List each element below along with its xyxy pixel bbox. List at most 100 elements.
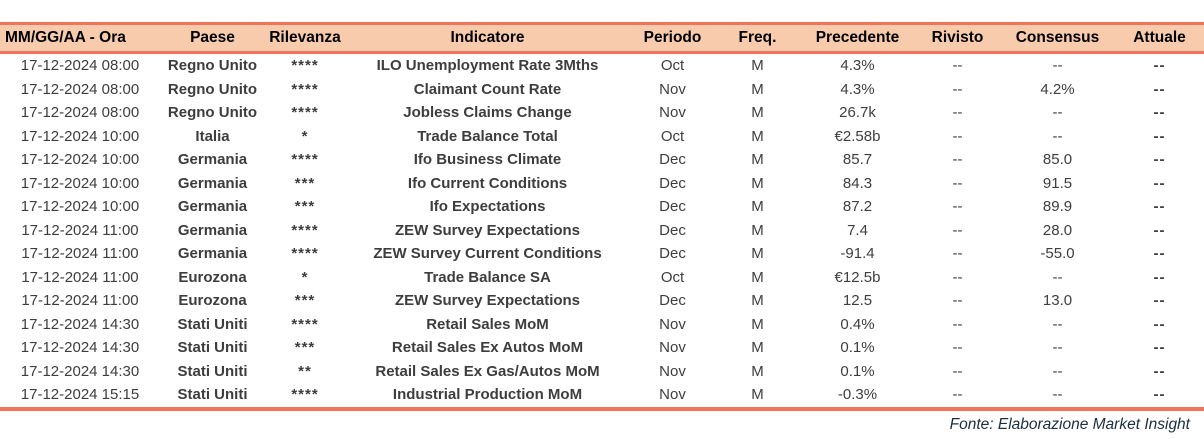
cell-country: Germania <box>177 221 248 239</box>
relevance-stars: * <box>301 127 309 145</box>
cell-frequency: M <box>751 292 764 310</box>
cell-actual: -- <box>1153 57 1166 75</box>
cell-previous: 0.4% <box>840 315 875 333</box>
cell-indicator: Trade Balance SA <box>424 268 551 286</box>
cell-consensus: -55.0 <box>1040 245 1075 263</box>
cell-previous: 85.7 <box>842 151 873 169</box>
cell-actual: -- <box>1153 245 1166 263</box>
cell-country: Stati Uniti <box>177 362 248 380</box>
relevance-stars: * <box>301 268 309 286</box>
cell-datetime: 17-12-2024 10:00 <box>20 127 140 145</box>
table-row: 17-12-2024 11:00 Germania **** ZEW Survey E… <box>0 219 1204 243</box>
cell-indicator: ZEW Survey Expectations <box>394 221 581 239</box>
table-row: 17-12-2024 10:00 Germania **** Ifo Business… <box>0 148 1204 172</box>
cell-datetime: 17-12-2024 15:15 <box>20 386 140 404</box>
cell-actual: -- <box>1153 127 1166 145</box>
cell-country: Germania <box>177 198 248 216</box>
column-header-period: Periodo <box>643 29 702 46</box>
cell-period: Oct <box>660 57 685 75</box>
cell-consensus: 85.0 <box>1042 151 1073 169</box>
cell-revised: -- <box>952 268 963 286</box>
cell-country: Stati Uniti <box>177 315 248 333</box>
relevance-stars: **** <box>291 80 319 98</box>
cell-country: Italia <box>195 127 230 145</box>
relevance-stars: *** <box>294 198 316 216</box>
cell-actual: -- <box>1153 362 1166 380</box>
cell-frequency: M <box>751 127 764 145</box>
cell-frequency: M <box>751 245 764 263</box>
table-row: 17-12-2024 11:00 Germania **** ZEW Survey C… <box>0 242 1204 266</box>
cell-country: Eurozona <box>178 268 247 286</box>
column-header-previous: Precedente <box>815 29 900 46</box>
cell-actual: -- <box>1153 386 1166 404</box>
cell-country: Regno Unito <box>167 104 258 122</box>
cell-consensus: -- <box>1052 362 1063 380</box>
relevance-stars: *** <box>294 339 316 357</box>
table-row: 17-12-2024 08:00 Regno Unito **** ILO Unemp… <box>0 53 1204 78</box>
cell-indicator: ZEW Survey Current Conditions <box>373 245 602 263</box>
cell-datetime: 17-12-2024 08:00 <box>20 57 140 75</box>
column-header-datetime: MM/GG/AA - Ora <box>5 29 126 46</box>
cell-previous: 7.4 <box>847 221 868 239</box>
cell-previous: -0.3% <box>837 386 878 404</box>
table-row: 17-12-2024 08:00 Regno Unito **** Jobless C… <box>0 101 1204 125</box>
cell-actual: -- <box>1153 292 1166 310</box>
cell-consensus: -- <box>1052 127 1063 145</box>
cell-consensus: 4.2% <box>1040 80 1075 98</box>
cell-revised: -- <box>952 198 963 216</box>
relevance-stars: **** <box>291 151 319 169</box>
cell-revised: -- <box>952 386 963 404</box>
table-row: 17-12-2024 08:00 Regno Unito **** Claimant … <box>0 78 1204 102</box>
cell-revised: -- <box>952 292 963 310</box>
column-header-indicator: Indicatore <box>450 29 525 46</box>
column-header-relevance: Rilevanza <box>269 29 341 46</box>
relevance-stars: **** <box>291 57 319 75</box>
cell-country: Germania <box>177 151 248 169</box>
table-header: MM/GG/AA - Ora Paese Rilevanza Indicator… <box>0 23 1204 53</box>
cell-revised: -- <box>952 339 963 357</box>
table-row: 17-12-2024 14:30 Stati Uniti *** Retail Sal… <box>0 336 1204 360</box>
cell-frequency: M <box>751 104 764 122</box>
cell-frequency: M <box>751 198 764 216</box>
cell-revised: -- <box>952 80 963 98</box>
cell-previous: 26.7k <box>839 104 876 122</box>
column-header-revised: Rivisto <box>931 29 984 46</box>
cell-actual: -- <box>1153 339 1166 357</box>
cell-indicator: Jobless Claims Change <box>403 104 572 122</box>
cell-country: Germania <box>177 245 248 263</box>
cell-period: Dec <box>659 174 686 192</box>
cell-revised: -- <box>952 245 963 263</box>
column-header-country: Paese <box>190 29 235 46</box>
cell-actual: -- <box>1153 221 1166 239</box>
cell-datetime: 17-12-2024 08:00 <box>20 80 140 98</box>
cell-consensus: 91.5 <box>1042 174 1073 192</box>
cell-period: Nov <box>659 386 686 404</box>
cell-indicator: Ifo Business Climate <box>413 151 562 169</box>
cell-actual: -- <box>1153 80 1166 98</box>
cell-previous: 12.5 <box>842 292 873 310</box>
cell-indicator: Ifo Expectations <box>429 198 546 216</box>
cell-indicator: Ifo Current Conditions <box>407 174 568 192</box>
cell-datetime: 17-12-2024 10:00 <box>20 174 140 192</box>
cell-previous: 84.3 <box>842 174 873 192</box>
source-note: Fonte: Elaborazione Market Insight <box>949 415 1190 433</box>
cell-actual: -- <box>1153 151 1166 169</box>
table-row: 17-12-2024 14:30 Stati Uniti **** Retail Sa… <box>0 313 1204 337</box>
relevance-stars: **** <box>291 104 319 122</box>
cell-indicator: ZEW Survey Expectations <box>394 292 581 310</box>
cell-country: Stati Uniti <box>177 339 248 357</box>
cell-consensus: -- <box>1052 339 1063 357</box>
cell-frequency: M <box>751 362 764 380</box>
cell-country: Regno Unito <box>167 80 258 98</box>
cell-previous: 0.1% <box>840 362 875 380</box>
cell-actual: -- <box>1153 104 1166 122</box>
cell-previous: 4.3% <box>840 57 875 75</box>
cell-country: Regno Unito <box>167 57 258 75</box>
relevance-stars: **** <box>291 245 319 263</box>
cell-indicator: Claimant Count Rate <box>413 80 562 98</box>
cell-revised: -- <box>952 104 963 122</box>
cell-revised: -- <box>952 151 963 169</box>
cell-frequency: M <box>751 151 764 169</box>
cell-revised: -- <box>952 57 963 75</box>
